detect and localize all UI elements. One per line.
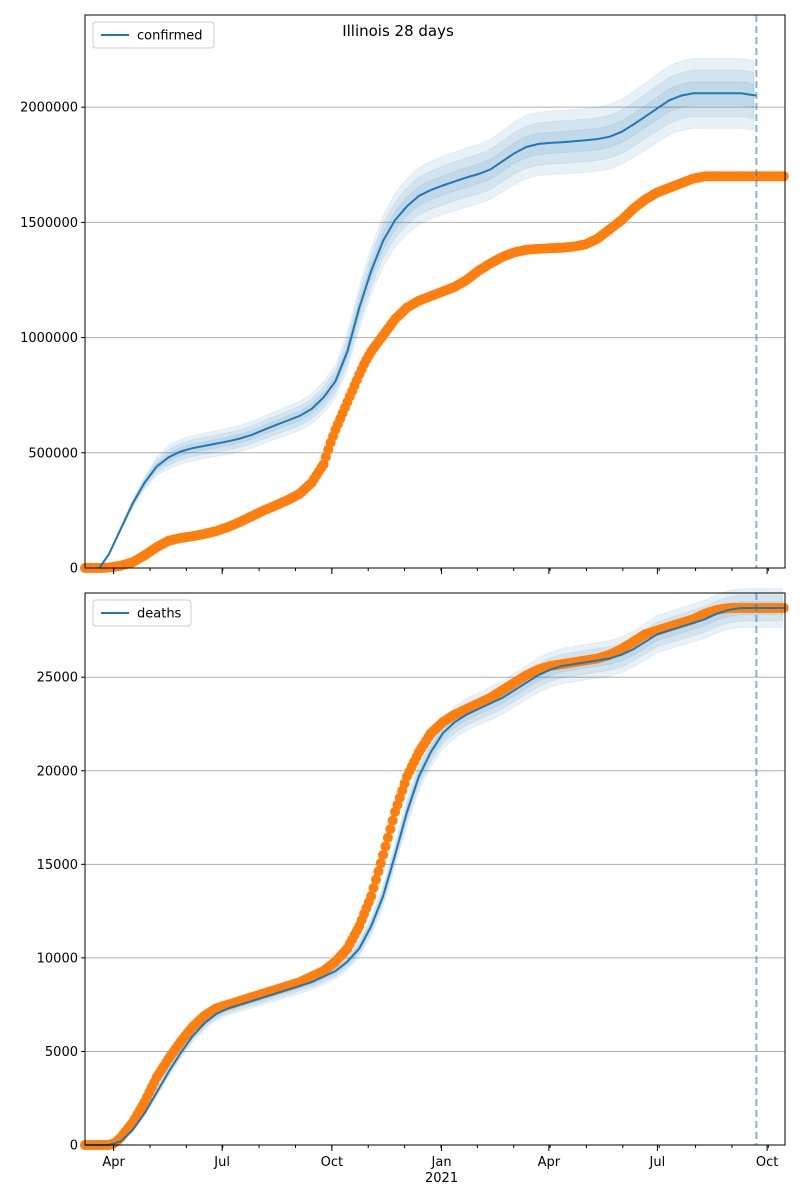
y-tick-label: 500000: [28, 446, 78, 461]
model-line: [98, 92, 757, 569]
deaths-panel: 0 5000 10000 15000 20000 25000 Apr Jul Oct Jan202…: [37, 588, 789, 1186]
observed-point: [375, 858, 386, 869]
confidence-band: [84, 588, 784, 1146]
y-tick-label: 2000000: [20, 101, 78, 116]
observed-point: [380, 841, 391, 852]
chart-title: Illinois 28 days: [342, 22, 454, 40]
y-tick-label: 20000: [37, 764, 78, 779]
x-tick-label: Oct: [756, 1155, 778, 1170]
y-tick-label: 10000: [37, 951, 78, 966]
y-tick-label: 1500000: [20, 216, 78, 231]
legend-label: deaths: [137, 607, 182, 622]
observed-point: [373, 866, 384, 877]
observed-point: [368, 882, 379, 893]
y-tick-label: 5000: [45, 1045, 78, 1060]
x-tick-sublabel: 2021: [425, 1171, 458, 1186]
observed-point: [378, 849, 389, 860]
confidence-band: [98, 69, 755, 569]
confirmed-panel: 0 500000 1000000 1500000 2000000 confirmed: [20, 14, 789, 577]
legend-box: [92, 599, 192, 627]
observed-point: [382, 832, 393, 843]
y-tick-label: 0: [70, 1139, 78, 1154]
model-line: [85, 607, 785, 1146]
axes-frame: [84, 592, 786, 1146]
confidence-band: [98, 81, 755, 569]
observed-point: [366, 891, 377, 902]
y-tick-label: 1000000: [20, 331, 78, 346]
observed-point: [370, 874, 381, 885]
x-tick-label: Apr: [538, 1155, 561, 1170]
y-tick-label: 0: [70, 562, 78, 577]
x-tick-label: Oct: [321, 1155, 343, 1170]
legend-box: [92, 21, 215, 49]
y-tick-label: 15000: [37, 858, 78, 873]
x-tick-label: Apr: [102, 1155, 125, 1170]
legend: confirmed: [92, 21, 215, 49]
confidence-band: [85, 601, 784, 1146]
legend-label: confirmed: [137, 29, 203, 44]
x-tick-label: Jul: [649, 1155, 666, 1170]
y-tick-label: 25000: [37, 671, 78, 686]
observed-point: [385, 824, 396, 835]
legend: deaths: [92, 599, 192, 627]
observed-point: [778, 171, 789, 182]
axes-frame: [84, 14, 786, 569]
x-tick-label: Jan: [431, 1155, 452, 1170]
observed-point: [387, 815, 398, 826]
confidence-band: [98, 58, 755, 569]
x-tick-label: Jul: [213, 1155, 230, 1170]
